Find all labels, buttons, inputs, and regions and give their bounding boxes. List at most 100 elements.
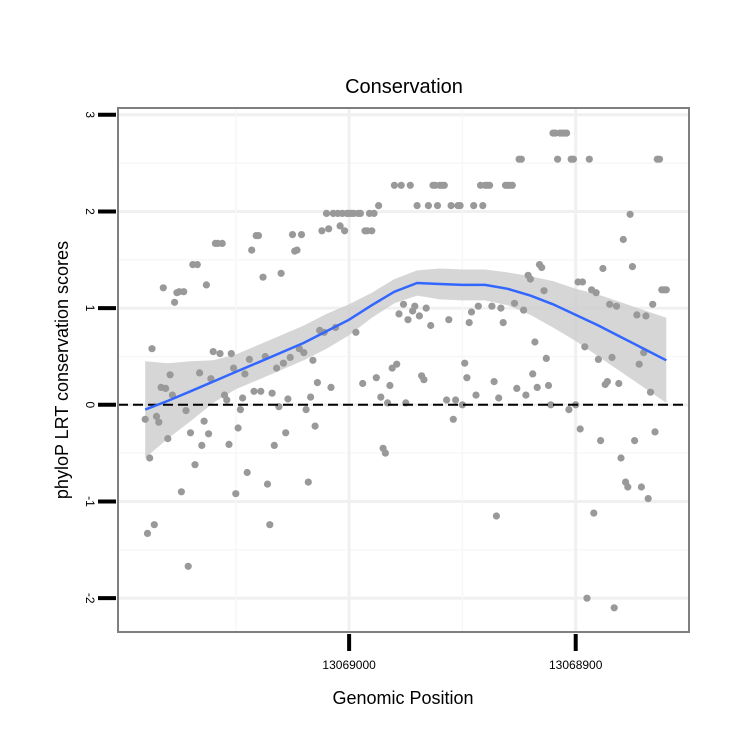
panel (117, 107, 690, 633)
data-point (610, 604, 618, 612)
data-point (486, 181, 494, 189)
data-point (313, 379, 321, 387)
data-point (393, 360, 401, 368)
data-point (216, 350, 224, 358)
data-point (427, 321, 435, 330)
data-point (311, 422, 319, 430)
data-point (223, 396, 231, 404)
data-point (628, 263, 637, 271)
data-point (177, 488, 185, 496)
y-tick-label: 3 (83, 111, 97, 118)
data-point (282, 429, 290, 437)
data-point (375, 202, 383, 210)
data-point (424, 202, 432, 210)
data-point (254, 232, 263, 240)
confidence-band (145, 268, 667, 458)
data-point (458, 401, 466, 409)
data-point (236, 406, 244, 414)
data-point (198, 441, 206, 449)
data-point (642, 312, 650, 320)
data-point (202, 281, 210, 289)
data-point (576, 425, 584, 433)
data-point (184, 562, 192, 570)
data-point (227, 350, 235, 358)
data-point (250, 387, 258, 395)
data-point (422, 304, 430, 312)
y-axis: -2 -1 0 1 2 3 (83, 111, 116, 604)
data-point (463, 374, 471, 382)
data-point (531, 338, 539, 346)
data-point (474, 302, 482, 310)
data-point (352, 328, 360, 336)
data-point (597, 437, 605, 445)
data-point (445, 316, 453, 324)
data-point (578, 278, 587, 286)
data-point (148, 345, 156, 353)
data-point (533, 383, 541, 391)
data-point (470, 202, 478, 210)
data-point (433, 202, 442, 210)
x-axis: 13069000 13068900 (322, 634, 603, 672)
data-point (171, 298, 179, 306)
data-point (309, 356, 317, 364)
data-point (594, 355, 603, 363)
data-point (182, 407, 190, 415)
data-point (257, 387, 265, 395)
data-point (637, 483, 646, 491)
data-point (390, 181, 398, 189)
data-point (635, 360, 643, 368)
data-point (356, 209, 364, 217)
data-point (456, 202, 464, 210)
data-point (517, 155, 525, 163)
data-point (180, 288, 188, 296)
data-point (245, 355, 253, 363)
data-point (395, 310, 403, 318)
data-point (143, 529, 152, 538)
data-point (644, 495, 652, 503)
data-point (452, 396, 460, 404)
data-point (538, 263, 546, 272)
y-tick-label: 0 (83, 401, 97, 408)
data-point (186, 429, 195, 437)
data-point (522, 391, 530, 399)
data-point (615, 379, 623, 388)
data-point (239, 394, 247, 402)
data-point (196, 369, 204, 377)
data-point (377, 393, 385, 401)
data-point (547, 401, 555, 409)
data-point (510, 299, 519, 307)
data-point (554, 155, 562, 163)
data-point (646, 388, 655, 396)
data-point (497, 304, 505, 312)
panel-border (117, 107, 690, 633)
data-point (488, 302, 496, 310)
data-point (284, 395, 292, 403)
data-point (266, 521, 274, 529)
data-point (649, 300, 657, 308)
data-point (225, 440, 233, 448)
x-tick-label: 13069000 (322, 658, 376, 672)
data-point (205, 430, 213, 438)
data-point (472, 391, 480, 399)
data-point (230, 364, 238, 372)
data-point (150, 521, 158, 529)
data-point (440, 181, 448, 189)
y-tick-label: 1 (83, 305, 97, 312)
data-point (563, 129, 571, 137)
data-point (617, 454, 625, 462)
data-point (372, 374, 380, 382)
data-point (341, 227, 349, 235)
data-point (495, 394, 503, 402)
data-point (526, 275, 535, 283)
data-point (286, 353, 294, 361)
y-axis-title: phyloP LRT conservation scores (52, 241, 72, 499)
data-point (397, 181, 405, 189)
data-point (612, 302, 621, 310)
data-point (297, 231, 306, 239)
data-point (318, 227, 326, 235)
data-point (415, 312, 423, 320)
data-point (381, 449, 389, 457)
data-point (404, 316, 412, 324)
data-point (325, 225, 333, 233)
data-point (565, 406, 573, 414)
